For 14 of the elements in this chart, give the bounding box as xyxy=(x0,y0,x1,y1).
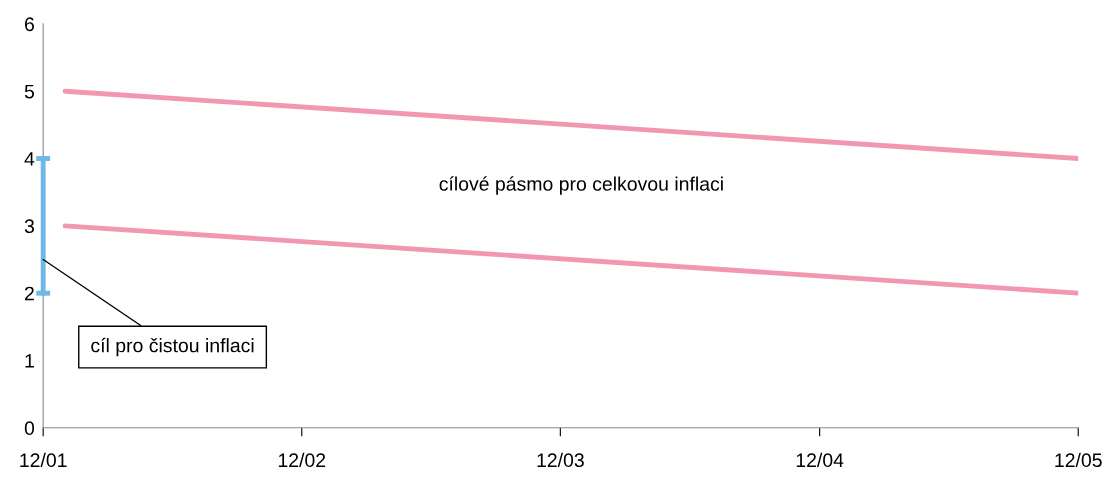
y-tick-label: 5 xyxy=(24,84,35,99)
annotation: cílové pásmo pro celkovou inflaci xyxy=(439,176,723,195)
y-tick-label: 0 xyxy=(24,421,35,436)
y-tick-label: 6 xyxy=(25,17,34,32)
y-tick-label: 1 xyxy=(25,354,34,368)
annotation: cíl pro čistou inflaci xyxy=(91,337,254,357)
y-tick-label: 3 xyxy=(24,219,34,234)
x-tick-label: 12/05 xyxy=(1055,452,1102,468)
y-tick-label: 4 xyxy=(24,152,35,166)
x-tick-label: 12/04 xyxy=(796,452,844,468)
x-tick-label: 12/02 xyxy=(278,452,326,468)
y-tick-label: 2 xyxy=(25,286,34,301)
x-tick-label: 12/01 xyxy=(20,452,67,468)
x-tick-label: 12/03 xyxy=(537,452,584,468)
